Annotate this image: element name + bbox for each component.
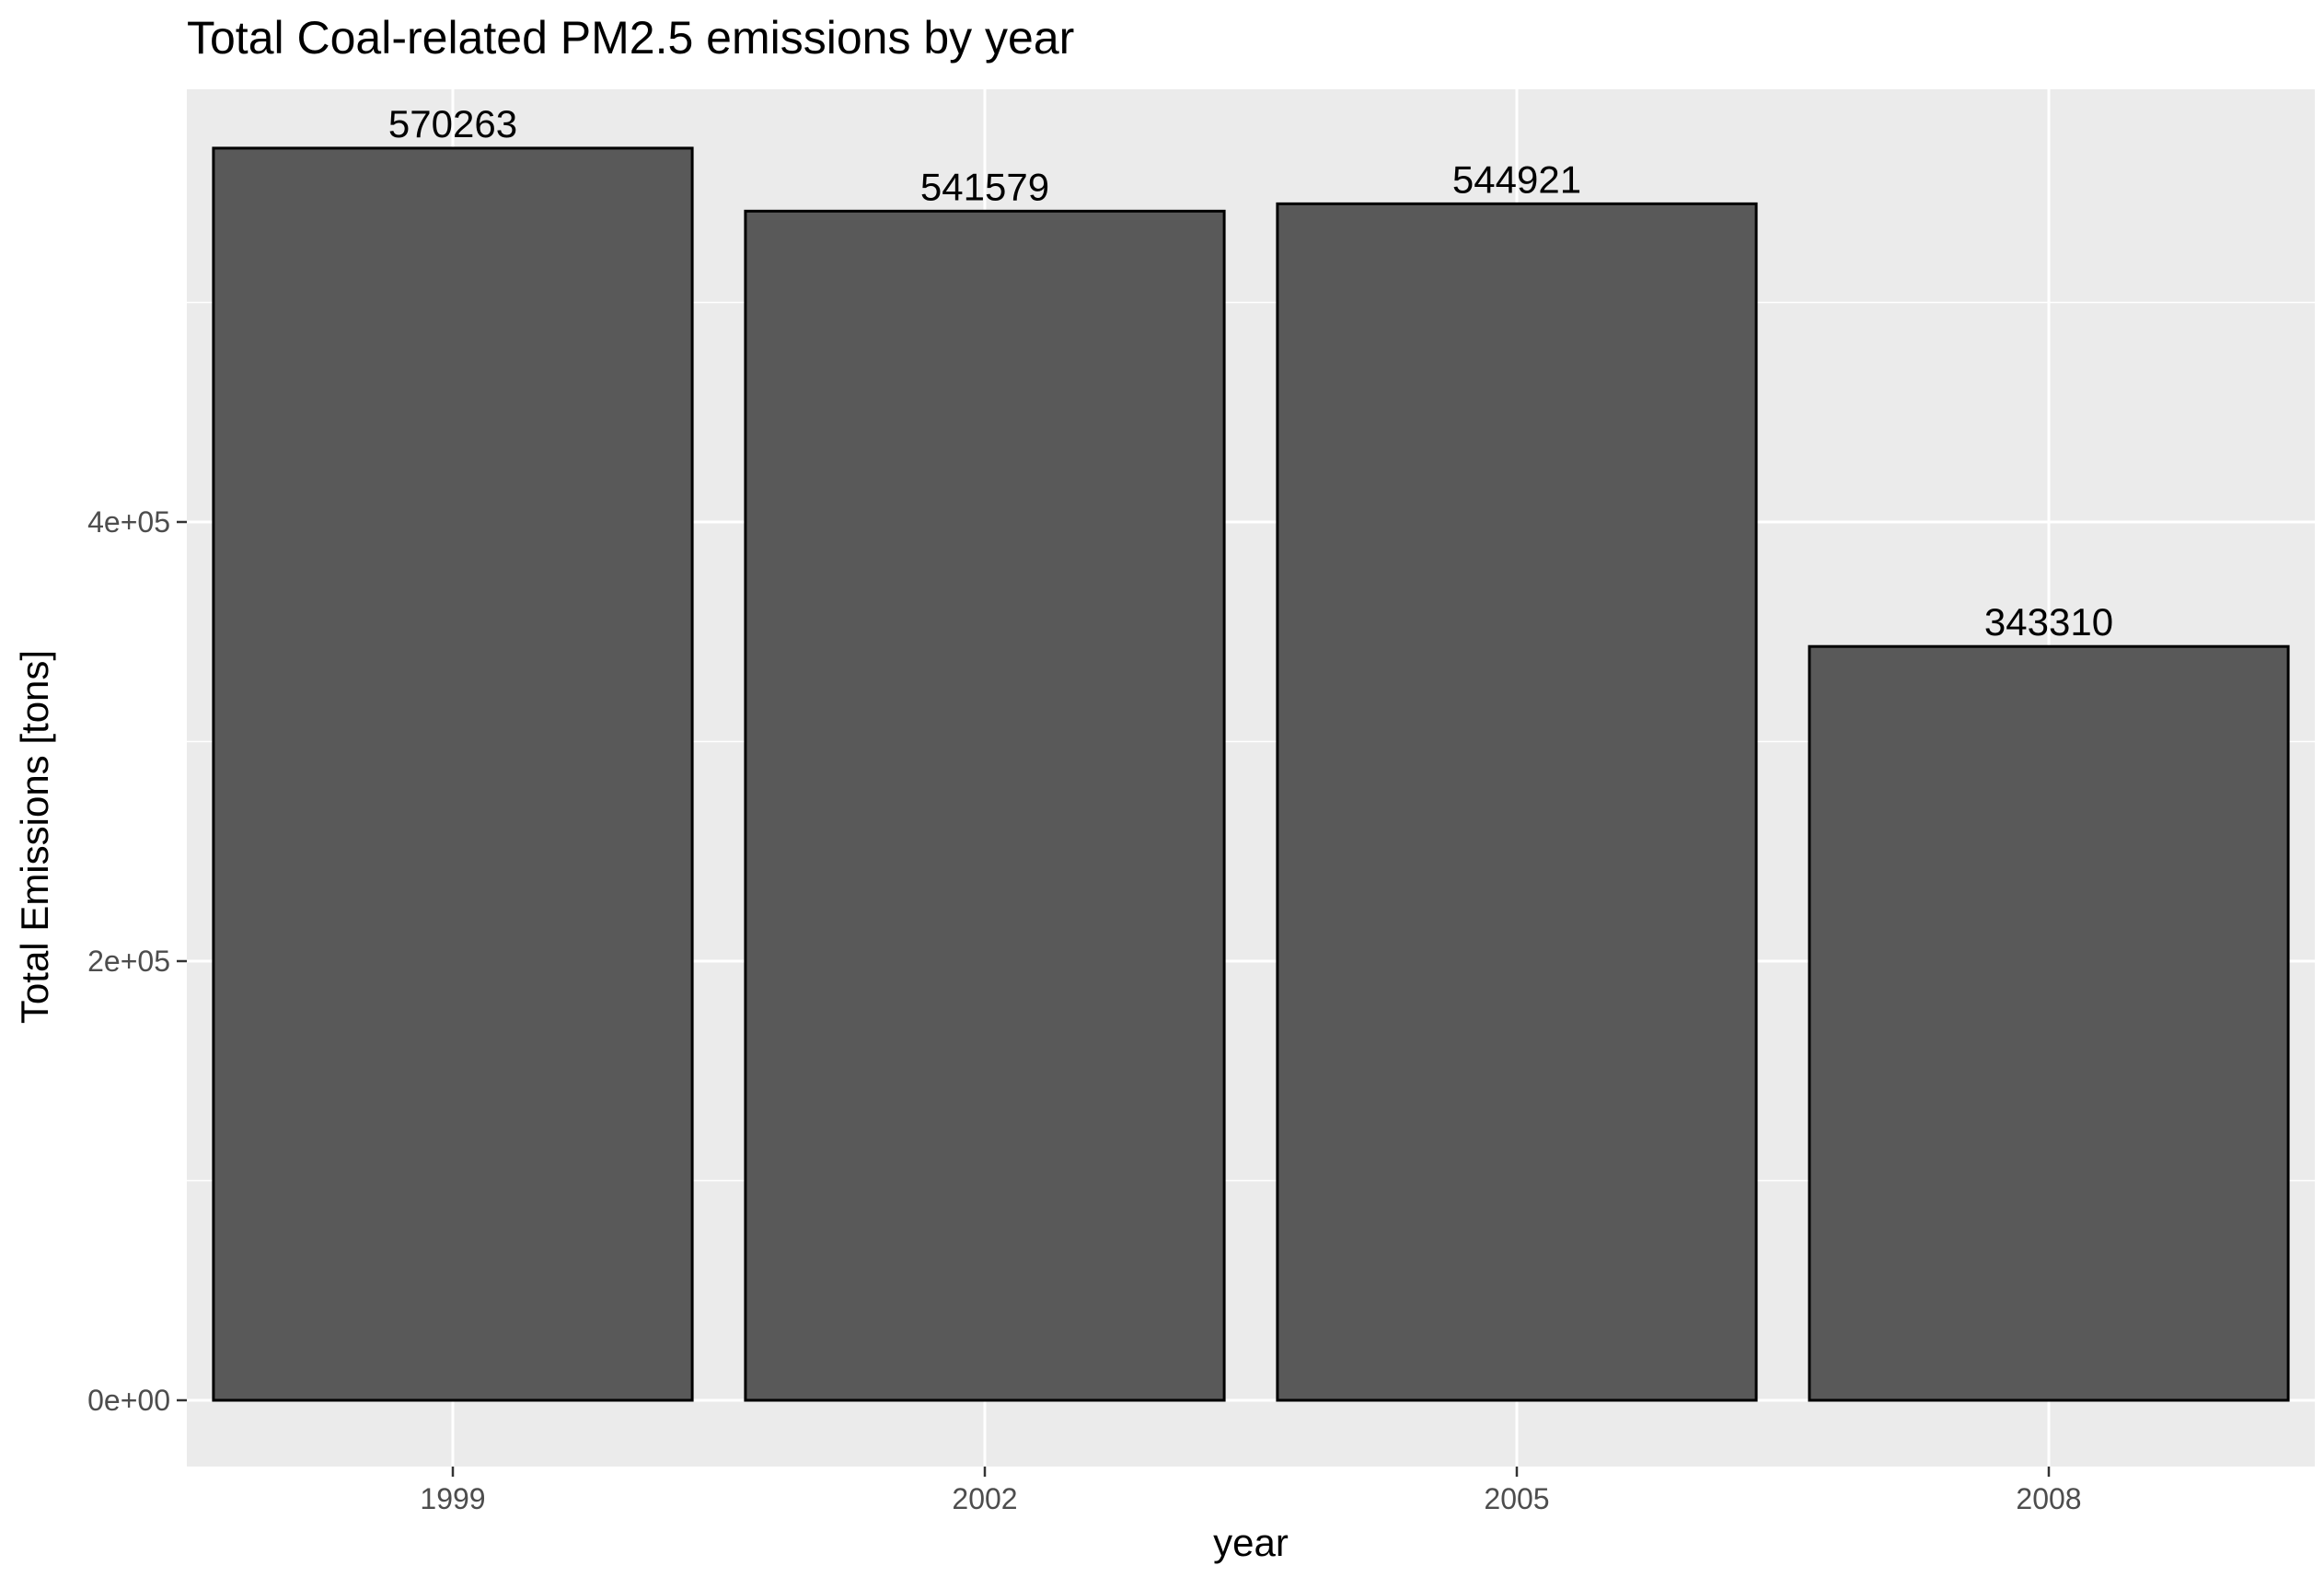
data-label-2002: 541579 <box>920 165 1049 208</box>
x-tick-label-2005: 2005 <box>1484 1482 1549 1515</box>
y-tick-label: 4e+05 <box>87 505 170 539</box>
bar-2002 <box>744 209 1226 1402</box>
x-axis-title: year <box>1213 1521 1289 1564</box>
x-tick-label-1999: 1999 <box>420 1482 485 1515</box>
x-tick-label-2002: 2002 <box>952 1482 1017 1515</box>
data-label-1999: 570263 <box>388 102 517 145</box>
x-tick-label-2008: 2008 <box>2016 1482 2081 1515</box>
axis-layer: 0e+00 2e+05 4e+05 1999 2002 2005 2008 <box>87 505 2081 1515</box>
y-axis-title: Total Emissions [tons] <box>13 650 56 1024</box>
bar-layer <box>212 146 2290 1402</box>
data-label-2005: 544921 <box>1452 157 1581 201</box>
y-tick-label: 2e+05 <box>87 945 170 978</box>
data-label-layer: 570263 541579 544921 343310 <box>388 102 2113 644</box>
data-label-2008: 343310 <box>1984 600 2113 644</box>
y-tick-label: 0e+00 <box>87 1384 170 1417</box>
bar-2008 <box>1808 644 2290 1402</box>
bar-2005 <box>1276 202 1758 1402</box>
bar-1999 <box>212 146 694 1402</box>
chart-title: Total Coal-related PM2.5 emissions by ye… <box>187 12 1074 64</box>
